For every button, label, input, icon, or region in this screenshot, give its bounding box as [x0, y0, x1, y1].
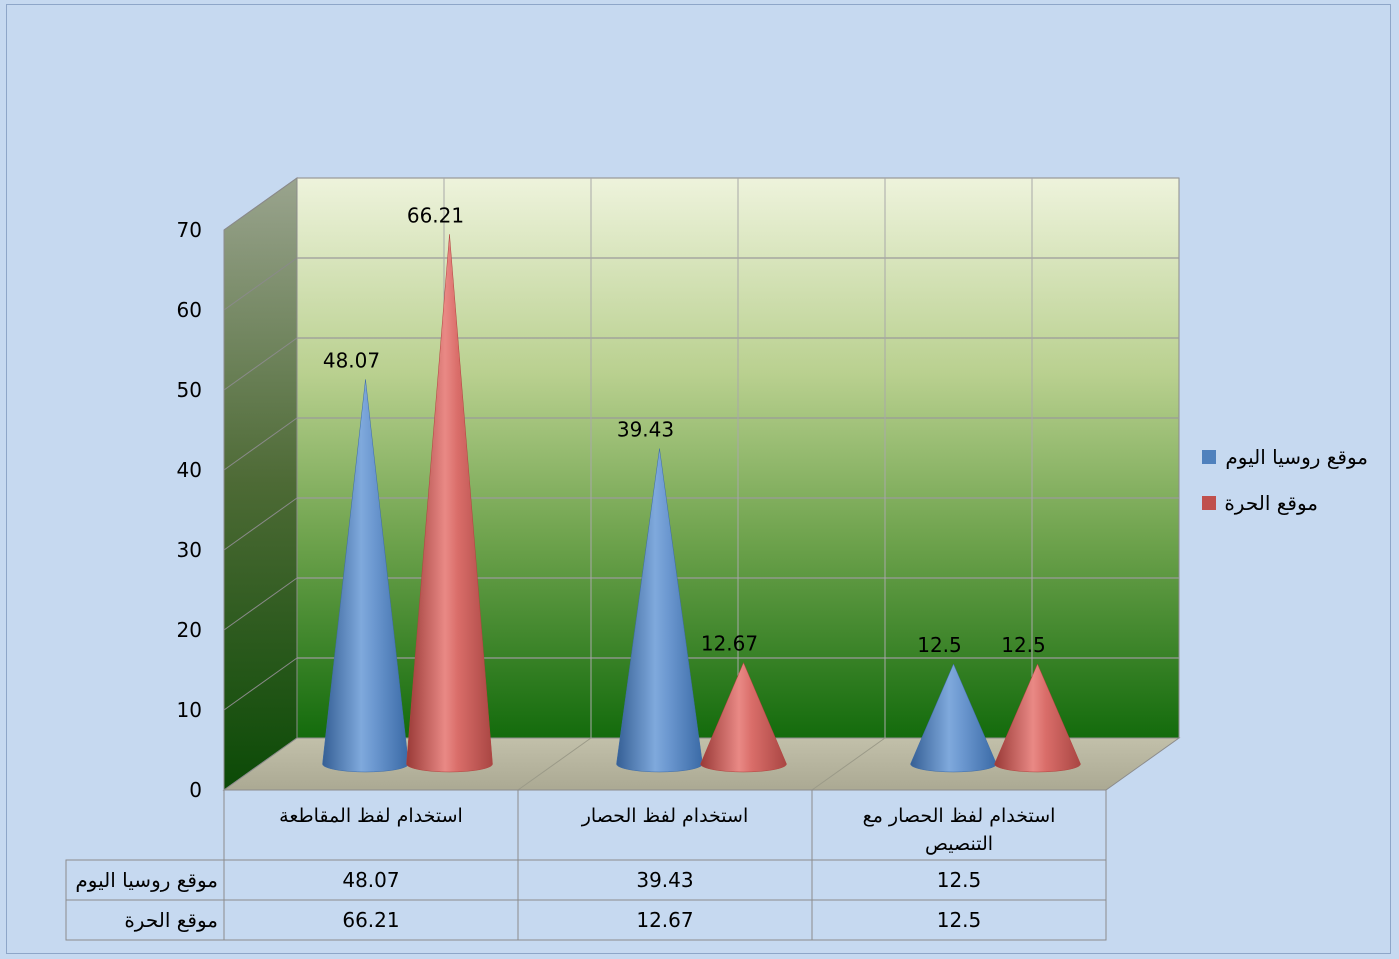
cone-series2-cat3	[994, 663, 1081, 773]
legend-label: موقع الحرة	[1224, 491, 1318, 515]
table-value: 39.43	[636, 868, 693, 892]
row-header: موقع روسيا اليوم	[75, 868, 218, 892]
data-label: 66.21	[407, 203, 464, 227]
row-header: موقع الحرة	[124, 908, 218, 932]
gridline-side	[223, 337, 298, 391]
data-label: 12.67	[701, 632, 758, 656]
side-wall	[223, 177, 298, 791]
y-tick-label: 20	[177, 618, 202, 642]
data-label: 48.07	[323, 348, 380, 372]
gridline-side	[223, 497, 298, 551]
gridline-side	[223, 257, 298, 311]
y-tick-label: 60	[177, 298, 202, 322]
data-label: 12.5	[917, 633, 962, 657]
table-value: 12.5	[937, 868, 982, 892]
gridline-side	[223, 657, 298, 711]
chart-frame	[6, 4, 1391, 954]
legend-swatch	[1202, 496, 1216, 510]
data-label: 39.43	[617, 418, 674, 442]
category-label: استخدام لفظ الحصار مع	[863, 805, 1056, 827]
data-label: 12.5	[1001, 633, 1046, 657]
table-value: 66.21	[342, 908, 399, 932]
y-tick-label: 0	[189, 778, 202, 802]
y-tick-label: 30	[177, 538, 202, 562]
cone-series2-cat1	[406, 234, 493, 773]
floor-divider	[517, 737, 592, 791]
y-tick-label: 70	[177, 218, 202, 242]
category-label: استخدام لفظ المقاطعة	[279, 805, 463, 827]
legend-swatch	[1202, 450, 1216, 464]
legend-label: موقع روسيا اليوم	[1225, 445, 1368, 469]
y-tick-label: 10	[177, 698, 202, 722]
floor-divider	[811, 737, 886, 791]
category-label: التنصيص	[925, 833, 993, 855]
table-value: 48.07	[342, 868, 399, 892]
y-tick-label: 40	[177, 458, 202, 482]
table-value: 12.5	[937, 908, 982, 932]
cone-series2-cat2	[700, 661, 787, 773]
y-tick-label: 50	[177, 378, 202, 402]
category-label: استخدام لفظ الحصار	[581, 805, 749, 827]
gridline-side	[223, 417, 298, 471]
table-value: 12.67	[636, 908, 693, 932]
gridline-side	[223, 577, 298, 631]
gridline-side	[223, 177, 298, 231]
